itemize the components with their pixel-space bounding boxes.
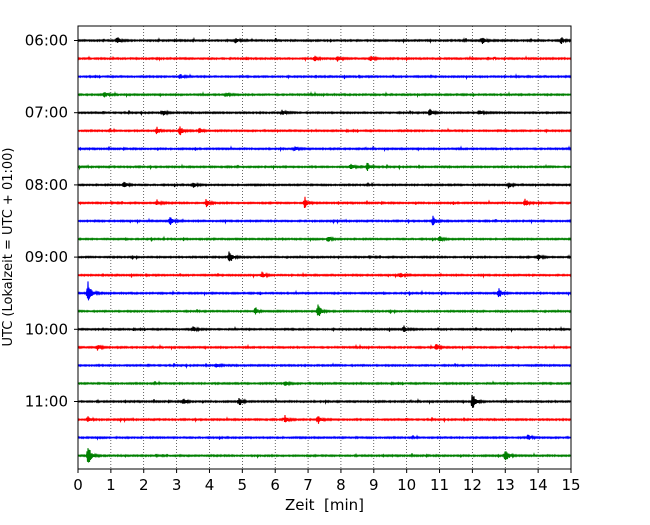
plot-frame bbox=[77, 25, 572, 470]
x-tick-label: 9 bbox=[369, 476, 379, 494]
y-tick-label: 08:00 bbox=[25, 176, 68, 194]
trace-0730 bbox=[77, 145, 572, 153]
x-tick-label: 15 bbox=[561, 476, 580, 494]
trace-0830 bbox=[77, 215, 572, 226]
x-tick-label: 2 bbox=[139, 476, 149, 494]
x-axis-ticks: 0 1 2 3 4 5 6 7 8 9 10 11 12 13 14 15 bbox=[73, 469, 581, 494]
x-tick-label: 7 bbox=[303, 476, 313, 494]
trace-1045 bbox=[77, 380, 572, 387]
y-tick-label: 06:00 bbox=[25, 32, 68, 50]
trace-0615 bbox=[77, 55, 572, 62]
trace-1100 bbox=[77, 394, 572, 408]
trace-0845 bbox=[77, 235, 572, 243]
trace-0945 bbox=[77, 304, 572, 316]
trace-0645 bbox=[77, 91, 572, 99]
y-tick-label: 07:00 bbox=[25, 104, 68, 122]
trace-1130 bbox=[77, 434, 572, 441]
x-tick-label: 1 bbox=[106, 476, 116, 494]
trace-0630 bbox=[77, 73, 572, 81]
x-tick-label: 5 bbox=[238, 476, 248, 494]
trace-0815 bbox=[77, 196, 572, 208]
x-tick-label: 11 bbox=[430, 476, 449, 494]
x-tick-label: 14 bbox=[529, 476, 548, 494]
x-tick-label: 0 bbox=[73, 476, 83, 494]
x-tick-label: 4 bbox=[205, 476, 215, 494]
trace-0600 bbox=[77, 36, 572, 45]
y-tick-label: 09:00 bbox=[25, 248, 68, 266]
trace-0800 bbox=[77, 181, 572, 189]
trace-1115 bbox=[77, 414, 572, 424]
trace-1030 bbox=[77, 362, 572, 369]
x-tick-label: 13 bbox=[496, 476, 515, 494]
x-axis-label: Zeit [min] bbox=[285, 496, 364, 514]
trace-0900 bbox=[77, 251, 572, 262]
x-tick-label: 10 bbox=[397, 476, 416, 494]
x-tick-label: 8 bbox=[336, 476, 346, 494]
y-tick-label: 11:00 bbox=[25, 393, 68, 411]
trace-0745 bbox=[77, 162, 572, 171]
trace-0715 bbox=[77, 126, 572, 136]
trace-0930 bbox=[77, 281, 572, 301]
trace-0915 bbox=[77, 271, 572, 279]
x-tick-label: 3 bbox=[172, 476, 182, 494]
y-tick-label: 10:00 bbox=[25, 320, 68, 338]
trace-0700 bbox=[77, 108, 572, 117]
seismic-traces bbox=[77, 36, 572, 463]
x-tick-label: 6 bbox=[270, 476, 280, 494]
y-axis-label: UTC (Lokalzeit = UTC + 01:00) bbox=[1, 148, 16, 347]
trace-1015 bbox=[77, 343, 572, 351]
trace-1145 bbox=[77, 448, 572, 463]
trace-1000 bbox=[77, 325, 572, 333]
y-axis-ticks: 06:00 07:00 08:00 09:00 10:00 11:00 bbox=[25, 32, 78, 411]
x-tick-label: 12 bbox=[463, 476, 482, 494]
